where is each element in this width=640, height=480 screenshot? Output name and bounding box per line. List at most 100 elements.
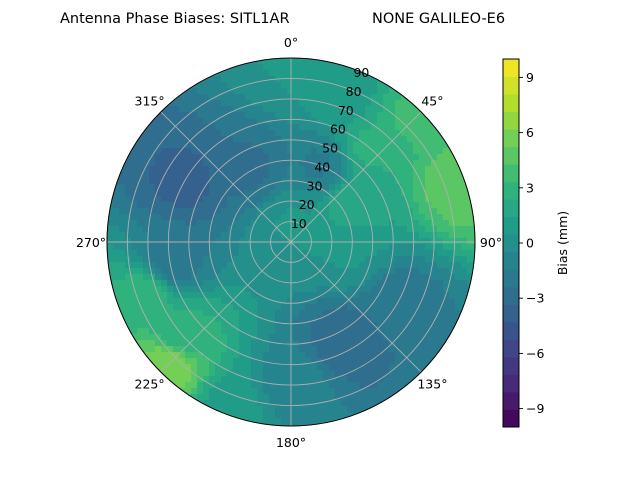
field-cell: [401, 322, 408, 329]
field-cell: [383, 382, 390, 389]
field-cell: [155, 196, 162, 203]
field-cell: [455, 328, 462, 335]
field-cell: [221, 148, 228, 155]
field-cell: [131, 280, 138, 287]
field-cell: [245, 370, 252, 377]
field-cell: [395, 358, 402, 365]
field-cell: [293, 292, 300, 299]
field-cell: [323, 148, 330, 155]
field-cell: [215, 250, 222, 257]
field-cell: [377, 190, 384, 197]
field-cell: [389, 106, 396, 113]
field-cell: [305, 70, 312, 77]
field-cell: [473, 196, 475, 203]
field-cell: [197, 118, 204, 125]
field-cell: [131, 316, 138, 323]
field-cell: [167, 190, 174, 197]
field-cell: [443, 316, 450, 323]
field-cell: [245, 88, 252, 95]
field-cell: [203, 82, 210, 89]
field-cell: [245, 232, 252, 239]
field-cell: [269, 370, 276, 377]
field-cell: [317, 376, 324, 383]
field-cell: [419, 310, 426, 317]
field-cell: [371, 112, 378, 119]
field-cell: [335, 400, 342, 407]
field-cell: [425, 244, 432, 251]
field-cell: [275, 70, 282, 77]
field-cell: [155, 262, 162, 269]
field-cell: [143, 148, 150, 155]
field-cell: [329, 202, 336, 209]
field-cell: [305, 232, 312, 239]
field-cell: [221, 196, 228, 203]
field-cell: [323, 280, 330, 287]
field-cell: [443, 298, 450, 305]
field-cell: [317, 226, 324, 233]
field-cell: [197, 136, 204, 143]
field-cell: [347, 358, 354, 365]
field-cell: [335, 136, 342, 143]
field-cell: [449, 304, 456, 311]
field-cell: [311, 64, 318, 71]
field-cell: [377, 358, 384, 365]
field-cell: [341, 190, 348, 197]
field-cell: [155, 118, 162, 125]
field-cell: [209, 76, 216, 83]
field-cell: [425, 334, 432, 341]
field-cell: [335, 364, 342, 371]
field-cell: [287, 220, 294, 227]
field-cell: [335, 406, 342, 413]
field-cell: [281, 142, 288, 149]
field-cell: [311, 106, 318, 113]
field-cell: [461, 280, 468, 287]
field-cell: [275, 400, 282, 407]
field-cell: [359, 274, 366, 281]
field-cell: [227, 382, 234, 389]
field-cell: [269, 88, 276, 95]
field-cell: [329, 382, 336, 389]
field-cell: [395, 100, 402, 107]
field-cell: [443, 304, 450, 311]
field-cell: [245, 280, 252, 287]
field-cell: [137, 178, 144, 185]
field-cell: [281, 124, 288, 131]
field-cell: [287, 400, 294, 407]
field-cell: [413, 178, 420, 185]
field-cell: [143, 220, 150, 227]
field-cell: [281, 376, 288, 383]
field-cell: [311, 100, 318, 107]
field-cell: [155, 268, 162, 275]
field-cell: [221, 382, 228, 389]
field-cell: [377, 100, 384, 107]
field-cell: [263, 382, 270, 389]
field-cell: [317, 184, 324, 191]
field-cell: [227, 226, 234, 233]
field-cell: [287, 226, 294, 233]
field-cell: [227, 280, 234, 287]
field-cell: [209, 334, 216, 341]
field-cell: [197, 364, 204, 371]
field-cell: [203, 160, 210, 167]
field-cell: [287, 256, 294, 263]
field-cell: [203, 208, 210, 215]
field-cell: [353, 280, 360, 287]
field-cell: [203, 280, 210, 287]
field-cell: [221, 118, 228, 125]
field-cell: [347, 334, 354, 341]
field-cell: [383, 286, 390, 293]
field-cell: [395, 280, 402, 287]
field-cell: [299, 100, 306, 107]
field-cell: [221, 154, 228, 161]
field-cell: [179, 280, 186, 287]
field-cell: [407, 340, 414, 347]
field-cell: [443, 232, 450, 239]
field-cell: [179, 274, 186, 281]
field-cell: [215, 364, 222, 371]
field-cell: [317, 88, 324, 95]
field-cell: [317, 190, 324, 197]
field-cell: [347, 286, 354, 293]
field-cell: [329, 322, 336, 329]
field-cell: [203, 118, 210, 125]
field-cell: [401, 274, 408, 281]
